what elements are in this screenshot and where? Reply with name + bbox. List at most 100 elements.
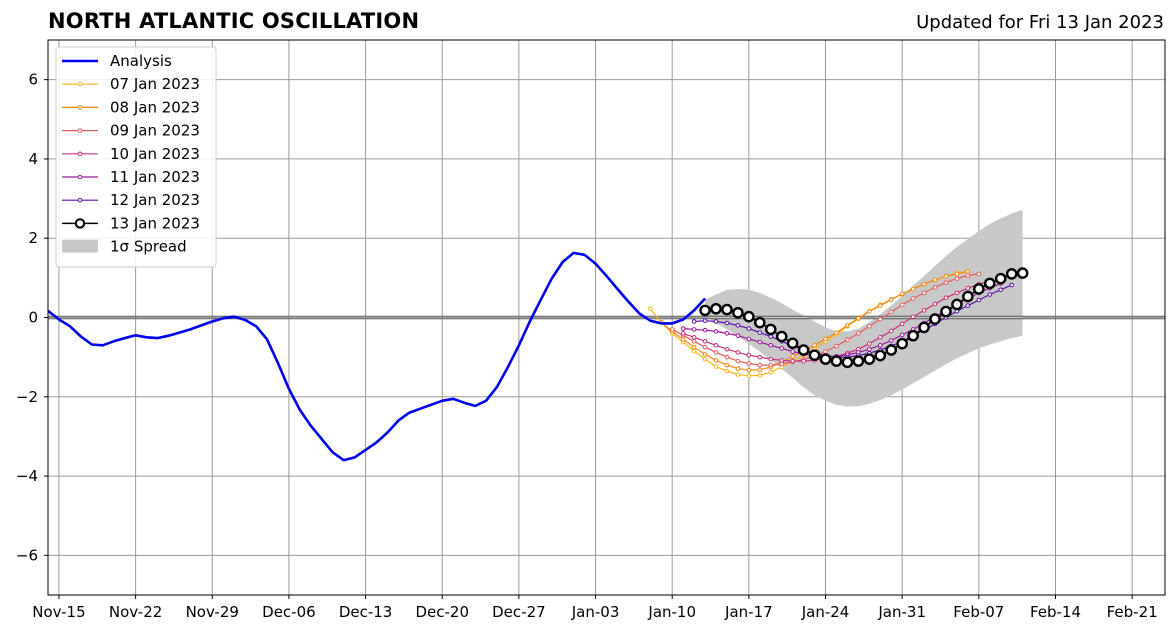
data-point <box>768 356 774 362</box>
data-point <box>888 297 894 302</box>
data-point <box>874 349 887 362</box>
x-tick-label: Nov-22 <box>109 603 162 621</box>
data-point <box>702 318 708 323</box>
data-point <box>746 352 752 358</box>
y-tick-label: −6 <box>16 546 38 564</box>
data-point <box>954 276 960 281</box>
legend-box <box>55 46 217 268</box>
x-tick-label: Jan-03 <box>571 603 620 621</box>
data-point <box>943 273 949 279</box>
data-point <box>896 337 908 350</box>
y-tick-label: 0 <box>28 309 38 327</box>
data-point <box>932 301 938 307</box>
data-point <box>691 335 697 340</box>
legend-swatch <box>62 239 98 253</box>
grid-lines <box>48 40 1165 595</box>
legend-label: 13 Jan 2023 <box>110 214 200 232</box>
legend-marker <box>77 197 83 203</box>
data-point <box>735 323 741 328</box>
data-point <box>885 344 898 356</box>
data-point <box>910 314 916 320</box>
data-point <box>932 277 938 283</box>
data-point <box>1005 268 1018 280</box>
data-point <box>954 271 960 277</box>
data-point <box>808 349 821 361</box>
x-tick-label: Feb-14 <box>1030 603 1081 621</box>
data-point <box>648 306 653 312</box>
data-point <box>994 272 1007 285</box>
data-point <box>746 367 752 373</box>
data-point <box>757 373 763 378</box>
data-point <box>779 346 785 351</box>
data-point <box>768 362 774 368</box>
data-point <box>713 342 719 348</box>
data-point <box>899 332 905 338</box>
data-point <box>699 304 711 317</box>
data-point <box>746 336 752 342</box>
y-tick-label: 4 <box>28 150 38 168</box>
data-point <box>691 344 697 350</box>
data-point <box>976 271 982 277</box>
data-point <box>786 337 799 350</box>
data-point <box>932 285 938 290</box>
legend-marker <box>77 128 83 133</box>
data-point <box>845 323 850 328</box>
data-point <box>965 273 971 278</box>
data-point <box>757 330 763 335</box>
legend-label: 08 Jan 2023 <box>110 98 200 116</box>
data-point <box>867 341 872 346</box>
data-point <box>918 321 930 334</box>
data-point <box>757 354 763 360</box>
data-point <box>987 292 993 297</box>
data-point <box>790 358 795 364</box>
data-point <box>910 286 916 292</box>
data-point <box>757 367 763 373</box>
legend-label: 07 Jan 2023 <box>110 75 200 93</box>
legend-label: 12 Jan 2023 <box>110 191 200 209</box>
data-point <box>899 321 905 327</box>
data-point <box>790 354 795 359</box>
data-point <box>669 327 675 332</box>
spread-band <box>705 209 1023 407</box>
data-point <box>724 362 730 368</box>
y-tick-label: 2 <box>28 229 38 247</box>
axis-ticks: Nov-15 Nov-22 Nov-29 Dec-06 Dec-13 Dec-20 Dec-… <box>16 71 1158 621</box>
data-point <box>1009 282 1014 288</box>
data-point <box>943 280 949 285</box>
series-line <box>47 251 707 462</box>
y-tick-label: −4 <box>16 467 38 485</box>
data-point <box>929 313 941 325</box>
data-point <box>856 331 861 336</box>
data-point <box>877 316 883 322</box>
data-point <box>702 344 708 350</box>
x-tick-label: Nov-29 <box>186 603 239 621</box>
data-point <box>724 354 730 360</box>
data-point <box>757 362 763 368</box>
data-point <box>962 290 974 303</box>
data-point <box>834 330 839 335</box>
data-point <box>965 285 971 291</box>
data-point <box>691 338 697 344</box>
legend-marker <box>77 81 83 87</box>
data-point <box>951 298 963 311</box>
data-point <box>940 305 952 318</box>
legend-marker <box>74 218 86 229</box>
data-point <box>768 369 774 375</box>
data-point <box>735 350 741 355</box>
legend-marker <box>77 174 83 180</box>
data-point <box>819 353 832 365</box>
series-08-jan-2023 <box>658 269 971 373</box>
legend-label: 1σ Spread <box>110 238 187 256</box>
series-13-jan-2023 <box>699 267 1029 369</box>
data-point <box>754 316 766 329</box>
x-tick-label: Dec-13 <box>339 603 393 621</box>
data-point <box>691 348 697 354</box>
chart-title: NORTH ATLANTIC OSCILLATION <box>48 9 420 33</box>
data-point <box>856 315 861 321</box>
data-point <box>812 342 817 348</box>
data-point <box>680 326 686 331</box>
chart-subtitle: Updated for Fri 13 Jan 2023 <box>916 12 1164 33</box>
x-tick-label: Dec-06 <box>262 603 316 621</box>
legend-label: 09 Jan 2023 <box>110 122 200 140</box>
